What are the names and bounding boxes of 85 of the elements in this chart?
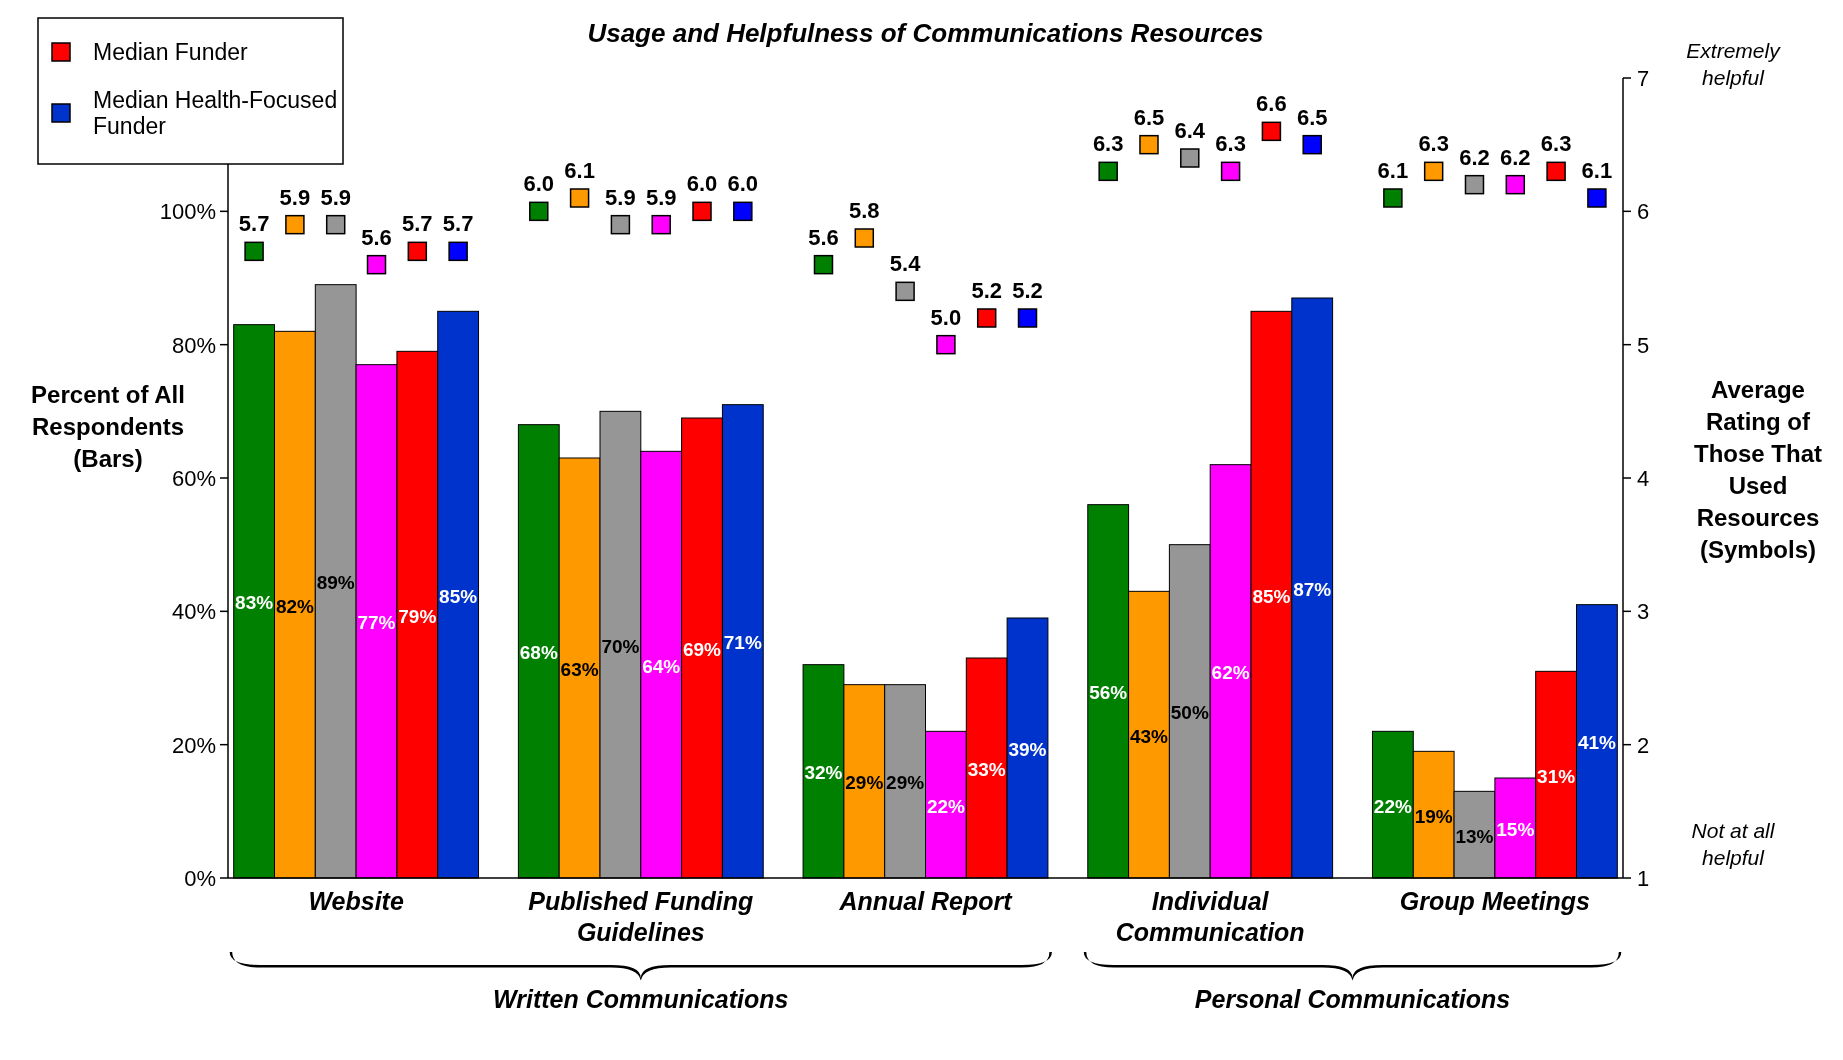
data-label: 64% (642, 655, 681, 677)
data-label: 6.0 (686, 171, 718, 197)
x-tick-label: Annual Report (838, 887, 1014, 915)
y2-axis-title: Average Rating of Those That Used Resources (Symbols) (1693, 376, 1823, 563)
data-label: 5.7 (402, 211, 433, 237)
data-label: 5.4 (889, 251, 922, 277)
data-label: 6.3 (1418, 131, 1449, 157)
data-label: 6.5 (1133, 104, 1165, 130)
data-label: 39% (1008, 739, 1047, 760)
data-label: 5.7 (238, 211, 270, 237)
y2-tick-label: 5 (1637, 332, 1650, 358)
data-label: 83% (235, 592, 274, 614)
data-label: 5.9 (320, 184, 352, 210)
y-tick-label: 40% (171, 599, 216, 625)
y2-tick-label: 7 (1637, 66, 1650, 91)
y2-tick-label: 2 (1637, 732, 1650, 758)
data-label: 29% (845, 772, 884, 794)
data-label: 33% (967, 759, 1006, 780)
x-tick-label: Published Funding Guidelines (528, 887, 754, 946)
x-tick-label: Individual Communication (1115, 887, 1305, 946)
text: Extremely helpful (1686, 39, 1782, 89)
data-label: 29% (886, 772, 925, 794)
legend-label: Median Health-Focused Funder (93, 87, 338, 139)
data-label: 5.7 (442, 211, 474, 237)
y-tick-label: 0% (184, 866, 216, 891)
y2-tick-label: 6 (1637, 199, 1650, 225)
data-label: 69% (683, 639, 722, 660)
data-label: 6.0 (727, 171, 759, 197)
x-tick-label: Group Meetings (1399, 887, 1591, 915)
data-label: 56% (1089, 682, 1128, 704)
data-label: 15% (1496, 819, 1535, 840)
data-label: 71% (723, 632, 762, 654)
data-label: 87% (1293, 579, 1332, 600)
data-label: 63% (560, 659, 599, 680)
data-label: 6.2 (1499, 144, 1531, 170)
y2-tick-label: 1 (1637, 866, 1650, 891)
data-label: 6.1 (1377, 158, 1409, 183)
data-label: 5.9 (605, 184, 636, 210)
data-label: 6.0 (523, 171, 555, 197)
data-label: 79% (398, 605, 437, 627)
data-label: 6.4 (1174, 118, 1206, 143)
text: Personal Communications (1194, 985, 1511, 1013)
data-label: 6.2 (1459, 144, 1490, 170)
x-tick-label: Website (308, 887, 404, 915)
data-label: 85% (1252, 585, 1291, 607)
text: Written Communications (493, 985, 789, 1013)
data-label: 77% (357, 612, 396, 634)
data-label: 5.9 (279, 184, 311, 210)
data-label: 5.2 (1012, 278, 1043, 303)
data-label: 89% (316, 572, 355, 594)
y2-tick-label: 3 (1637, 599, 1650, 625)
data-label: 5.9 (645, 184, 677, 210)
data-label: 6.1 (564, 158, 595, 183)
data-label: 5.6 (808, 224, 839, 250)
data-label: 85% (439, 585, 478, 607)
data-label: 6.6 (1256, 91, 1287, 117)
data-label: 43% (1129, 725, 1169, 747)
y2-tick-label: 4 (1637, 466, 1650, 491)
data-label: 68% (519, 642, 558, 664)
data-label: 13% (1455, 825, 1494, 847)
data-label: 5.0 (930, 304, 962, 330)
data-label: 19% (1414, 805, 1453, 827)
data-label: 5.6 (361, 224, 392, 250)
y-tick-label: 80% (171, 332, 216, 358)
data-label: 70% (601, 635, 640, 657)
data-label: 6.3 (1092, 131, 1124, 157)
data-label: 6.1 (1581, 158, 1613, 183)
data-label: 41% (1577, 732, 1617, 754)
y-tick-label: 20% (171, 732, 216, 758)
data-label: 6.3 (1215, 131, 1246, 157)
data-label: 6.3 (1540, 131, 1572, 157)
data-label: 32% (804, 762, 843, 784)
data-label: 22% (926, 795, 966, 817)
data-label: 31% (1537, 765, 1576, 787)
data-label: 22% (1373, 795, 1412, 817)
data-label: 5.2 (971, 278, 1003, 303)
y-tick-label: 100% (159, 199, 216, 225)
text: Not at all helpful (1691, 819, 1776, 869)
chart-title: Usage and Helpfulness of Communications Resources (587, 18, 1264, 48)
data-label: 82% (275, 595, 315, 617)
data-label: 50% (1170, 702, 1209, 724)
data-label: 5.8 (848, 198, 880, 223)
data-label: 62% (1211, 662, 1250, 684)
data-label: 6.5 (1296, 104, 1328, 130)
legend-label: Median Funder (93, 39, 249, 65)
